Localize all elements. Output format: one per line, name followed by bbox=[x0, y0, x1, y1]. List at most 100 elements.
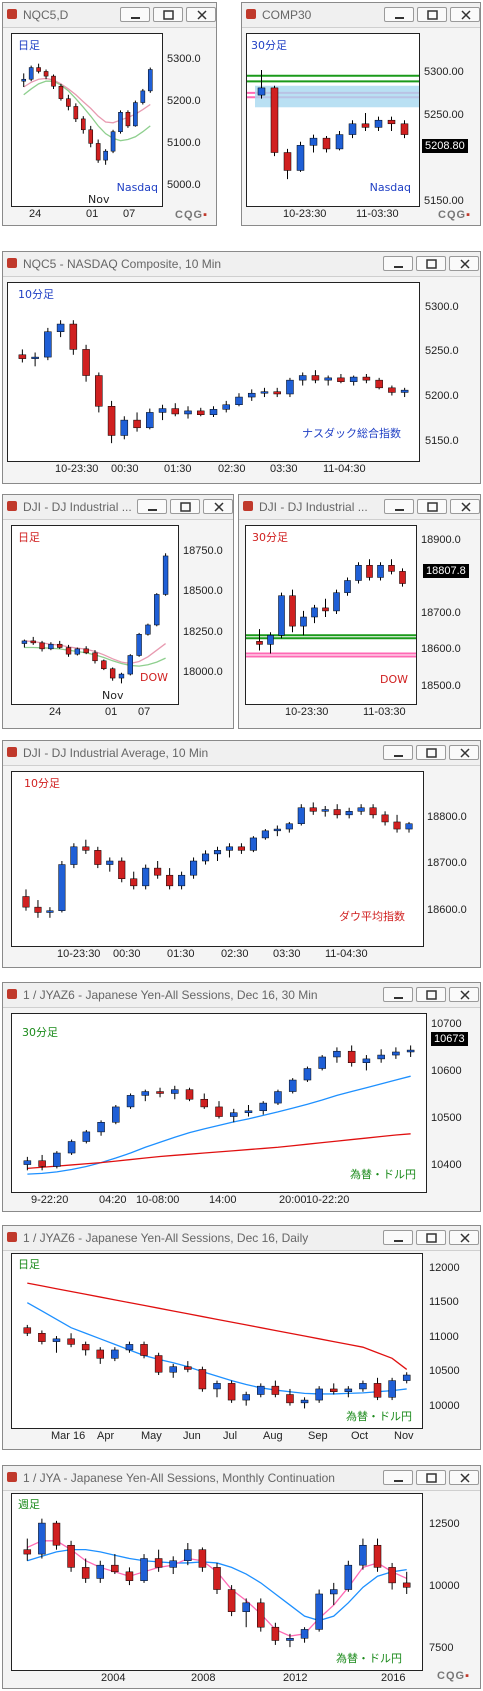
close-button[interactable] bbox=[203, 499, 233, 514]
window-titlebar[interactable]: NQC5 - NASDAQ Composite, 10 Min bbox=[3, 252, 480, 277]
candle-body bbox=[296, 145, 305, 171]
minimize-button[interactable] bbox=[383, 256, 413, 271]
close-button[interactable] bbox=[449, 987, 479, 1002]
candle-body bbox=[322, 607, 329, 612]
x-tick-label: 10-22:20 bbox=[306, 1194, 350, 1206]
close-button[interactable] bbox=[449, 256, 479, 271]
chart-window-comp30[interactable]: COMP30 30分足 Nasdaq 5300.00 5250.00 5150.… bbox=[241, 2, 481, 226]
maximize-button[interactable] bbox=[416, 987, 446, 1002]
window-titlebar[interactable]: DJI - DJ Industrial Average, 10 Min bbox=[3, 741, 480, 766]
candle-body bbox=[58, 864, 66, 911]
close-button[interactable] bbox=[450, 7, 480, 22]
chart-window-dji-10min[interactable]: DJI - DJ Industrial Average, 10 Min 10分足… bbox=[2, 740, 481, 968]
chart-window-nasdaq-10min[interactable]: NQC5 - NASDAQ Composite, 10 Min 10分足 ナスダ… bbox=[2, 251, 481, 484]
chart-plot-area[interactable]: 日足 為替・ドル円 bbox=[11, 1253, 423, 1429]
period-label: 30分足 bbox=[22, 1026, 58, 1039]
chart-window-dji-30min[interactable]: DJI - DJ Industrial ... 30分足 DOW 18900.0… bbox=[238, 494, 481, 729]
close-button[interactable] bbox=[450, 499, 480, 514]
candle-body bbox=[399, 571, 406, 584]
candle-body bbox=[171, 1089, 179, 1094]
minimize-button[interactable] bbox=[137, 499, 167, 514]
minimize-button[interactable] bbox=[383, 1470, 413, 1485]
minimize-icon bbox=[394, 266, 403, 268]
window-titlebar[interactable]: DJI - DJ Industrial ... bbox=[3, 495, 233, 520]
instrument-label: 為替・ドル円 bbox=[336, 1652, 402, 1665]
window-icon bbox=[7, 258, 17, 268]
candle-body bbox=[103, 150, 108, 161]
y-tick-label: 5300.00 bbox=[424, 66, 464, 78]
minimize-icon bbox=[395, 17, 404, 19]
last-price-tag: 18807.8 bbox=[423, 564, 469, 578]
candle-body bbox=[242, 1602, 250, 1612]
window-titlebar[interactable]: 1 / JYAZ6 - Japanese Yen-All Sessions, D… bbox=[3, 983, 480, 1008]
chart-window-jpy-30min[interactable]: 1 / JYAZ6 - Japanese Yen-All Sessions, D… bbox=[2, 982, 481, 1212]
maximize-button[interactable] bbox=[416, 745, 446, 760]
moving-average-line bbox=[23, 77, 151, 124]
window-titlebar[interactable]: COMP30 bbox=[242, 3, 480, 28]
candle-body bbox=[109, 668, 116, 679]
close-button[interactable] bbox=[449, 745, 479, 760]
chart-plot-area[interactable]: 30分足 為替・ドル円 bbox=[11, 1013, 427, 1193]
chart-plot-area[interactable]: 10分足 ダウ平均指数 bbox=[11, 771, 424, 947]
candle-body bbox=[166, 874, 174, 887]
x-axis: 24 01 07 bbox=[11, 706, 179, 722]
candle-body bbox=[169, 1560, 177, 1568]
maximize-button[interactable] bbox=[416, 1470, 446, 1485]
close-button[interactable] bbox=[449, 1230, 479, 1245]
candle-body bbox=[388, 387, 396, 393]
y-tick-label: 10700 bbox=[431, 1018, 462, 1030]
minimize-button[interactable] bbox=[384, 499, 414, 514]
close-icon bbox=[461, 502, 471, 512]
y-tick-label: 10000 bbox=[429, 1400, 460, 1412]
maximize-button[interactable] bbox=[416, 1230, 446, 1245]
period-label: 日足 bbox=[18, 531, 40, 544]
minimize-button[interactable] bbox=[383, 1230, 413, 1245]
chart-window-jpy-monthly[interactable]: 1 / JYA - Japanese Yen-All Sessions, Mon… bbox=[2, 1465, 481, 1689]
minimize-button[interactable] bbox=[120, 7, 150, 22]
window-titlebar[interactable]: 1 / JYAZ6 - Japanese Yen-All Sessions, D… bbox=[3, 1226, 480, 1251]
close-button[interactable] bbox=[449, 1470, 479, 1485]
x-tick-label: 2016 bbox=[381, 1672, 406, 1684]
minimize-button[interactable] bbox=[383, 987, 413, 1002]
window-titlebar[interactable]: DJI - DJ Industrial ... bbox=[239, 495, 480, 520]
candle-body bbox=[402, 1374, 411, 1381]
chart-plot-area[interactable]: 10分足 ナスダック総合指数 bbox=[7, 282, 420, 462]
maximize-button[interactable] bbox=[417, 499, 447, 514]
minimize-button[interactable] bbox=[383, 745, 413, 760]
period-label: 週足 bbox=[18, 1498, 40, 1511]
candle-body bbox=[140, 1344, 148, 1356]
candle-body bbox=[355, 565, 362, 581]
instrument-label: 為替・ドル円 bbox=[350, 1168, 416, 1181]
chart-plot-area[interactable]: 日足 Nasdaq Nov bbox=[11, 33, 163, 207]
candle-body bbox=[198, 1549, 207, 1568]
minimize-icon bbox=[148, 509, 157, 511]
window-titlebar[interactable]: NQC5,D bbox=[3, 3, 216, 28]
instrument-label: ナスダック総合指数 bbox=[302, 427, 401, 440]
maximize-button[interactable] bbox=[153, 7, 183, 22]
chart-plot-area[interactable]: 週足 為替・ドル円 bbox=[11, 1493, 423, 1671]
chart-window-nqc5-daily[interactable]: NQC5,D 日足 Nasdaq Nov 5300.0 5200.0 5100.… bbox=[2, 2, 217, 226]
window-titlebar[interactable]: 1 / JYA - Japanese Yen-All Sessions, Mon… bbox=[3, 1466, 480, 1491]
x-axis: 24 01 07 bbox=[11, 208, 163, 224]
close-icon bbox=[460, 1473, 470, 1483]
candle-body bbox=[222, 404, 230, 410]
maximize-button[interactable] bbox=[416, 256, 446, 271]
candle-body bbox=[23, 1549, 32, 1555]
chart-plot-area[interactable]: 日足 DOW Nov bbox=[11, 525, 179, 705]
candle-body bbox=[278, 595, 285, 636]
minimize-button[interactable] bbox=[384, 7, 414, 22]
month-label: Nov bbox=[88, 193, 110, 206]
maximize-button[interactable] bbox=[417, 7, 447, 22]
candle-body bbox=[162, 555, 169, 595]
chart-window-jpy-daily[interactable]: 1 / JYAZ6 - Japanese Yen-All Sessions, D… bbox=[2, 1225, 481, 1450]
window-title: 1 / JYA - Japanese Yen-All Sessions, Mon… bbox=[23, 1471, 335, 1485]
chart-window-dji-daily[interactable]: DJI - DJ Industrial ... 日足 DOW Nov 18750… bbox=[2, 494, 234, 729]
maximize-button[interactable] bbox=[170, 499, 200, 514]
candle-body bbox=[285, 823, 293, 830]
candle-body bbox=[171, 408, 180, 415]
close-button[interactable] bbox=[186, 7, 216, 22]
y-tick-label: 11000 bbox=[429, 1331, 459, 1343]
chart-plot-area[interactable]: 30分足 Nasdaq bbox=[246, 33, 420, 207]
candle-body bbox=[260, 391, 269, 394]
chart-plot-area[interactable]: 30分足 DOW bbox=[245, 525, 417, 705]
